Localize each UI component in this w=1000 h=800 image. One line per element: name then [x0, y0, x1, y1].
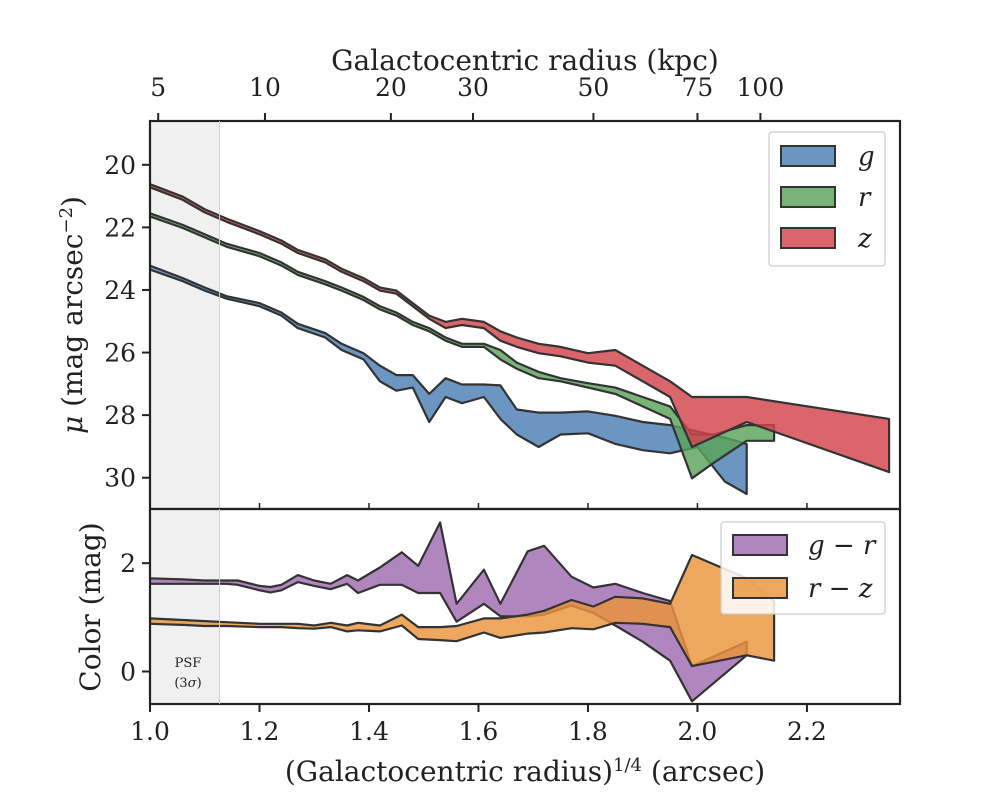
legend-swatch-z	[780, 227, 836, 249]
x-axis-ticks-bottom: 1.0 1.2 1.4 1.6 1.8 2.0 2.2	[130, 704, 827, 746]
plot-frame-bottom	[148, 507, 902, 706]
legend-swatch-r-minus-z	[732, 577, 788, 599]
y-axis-title-bottom: Color (mag)	[74, 522, 107, 691]
surface-brightness-bands	[150, 183, 891, 496]
y-tick-label: 26	[104, 339, 136, 368]
psf-region-bottom	[150, 509, 220, 704]
x-tick-label: 1.0	[130, 717, 170, 746]
top-tick-label: 50	[578, 73, 610, 102]
band-g-0	[150, 264, 748, 496]
psf-sigma-label: (3σ)	[174, 676, 201, 691]
y-tick-label: 24	[104, 276, 136, 305]
legend-swatch-g	[780, 145, 836, 167]
top-tick-label: 5	[150, 73, 166, 102]
legend-bottom: g − r r − z	[720, 521, 886, 615]
x-tick-label: 2.2	[787, 717, 827, 746]
y-tick-label: 30	[104, 464, 136, 493]
band-r-minus-z-1	[150, 553, 776, 668]
legend-label-r-minus-z: r − z	[808, 574, 873, 604]
color-bands	[150, 521, 776, 703]
legend-label-g: g	[858, 142, 875, 172]
band-z-2	[150, 183, 891, 474]
x-tick-label: 1.6	[459, 717, 499, 746]
legend-label-z: z	[857, 224, 872, 254]
y-tick-label: 22	[104, 213, 136, 242]
x-tick-label: 2.0	[678, 717, 718, 746]
y-tick-label: 2	[120, 549, 136, 578]
top-tick-label: 100	[737, 73, 785, 102]
top-axis-ticks: 5 10 20 30 50 75 100	[150, 73, 784, 121]
x-tick-label: 1.8	[568, 717, 608, 746]
top-axis-title: Galactocentric radius (kpc)	[331, 44, 719, 77]
y-axis-title-top: μ (mag arcsec−2)	[56, 196, 90, 434]
psf-label: PSF	[175, 656, 202, 671]
legend-label-g-minus-r: g − r	[808, 531, 877, 561]
psf-region-top	[150, 121, 220, 509]
top-tick-label: 20	[375, 73, 407, 102]
y-tick-label: 20	[104, 151, 136, 180]
legend-swatch-r	[780, 186, 836, 208]
x-axis-title: (Galactocentric radius)1/4 (arcsec)	[285, 755, 765, 789]
surface-brightness-panel: 20 22 24 26 28 30	[104, 119, 902, 511]
legend-label-r: r	[858, 183, 872, 213]
x-tick-label: 1.4	[349, 717, 389, 746]
band-r-1	[150, 212, 776, 480]
y-tick-label: 0	[120, 658, 136, 687]
legend-swatch-g-minus-r	[732, 534, 788, 556]
x-tick-label: 1.2	[240, 717, 280, 746]
legend-top: grz	[768, 131, 886, 267]
y-axis-ticks-bottom: 02	[120, 549, 150, 687]
top-tick-label: 30	[457, 73, 489, 102]
y-tick-label: 28	[104, 401, 136, 430]
top-tick-label: 10	[249, 73, 281, 102]
color-panel: 02 1.0 1.2 1.4 1.6 1.8 2.0 2.2 PSF (3σ)	[120, 507, 902, 746]
y-axis-ticks-top: 20 22 24 26 28 30	[104, 151, 150, 493]
top-tick-label: 75	[682, 73, 714, 102]
